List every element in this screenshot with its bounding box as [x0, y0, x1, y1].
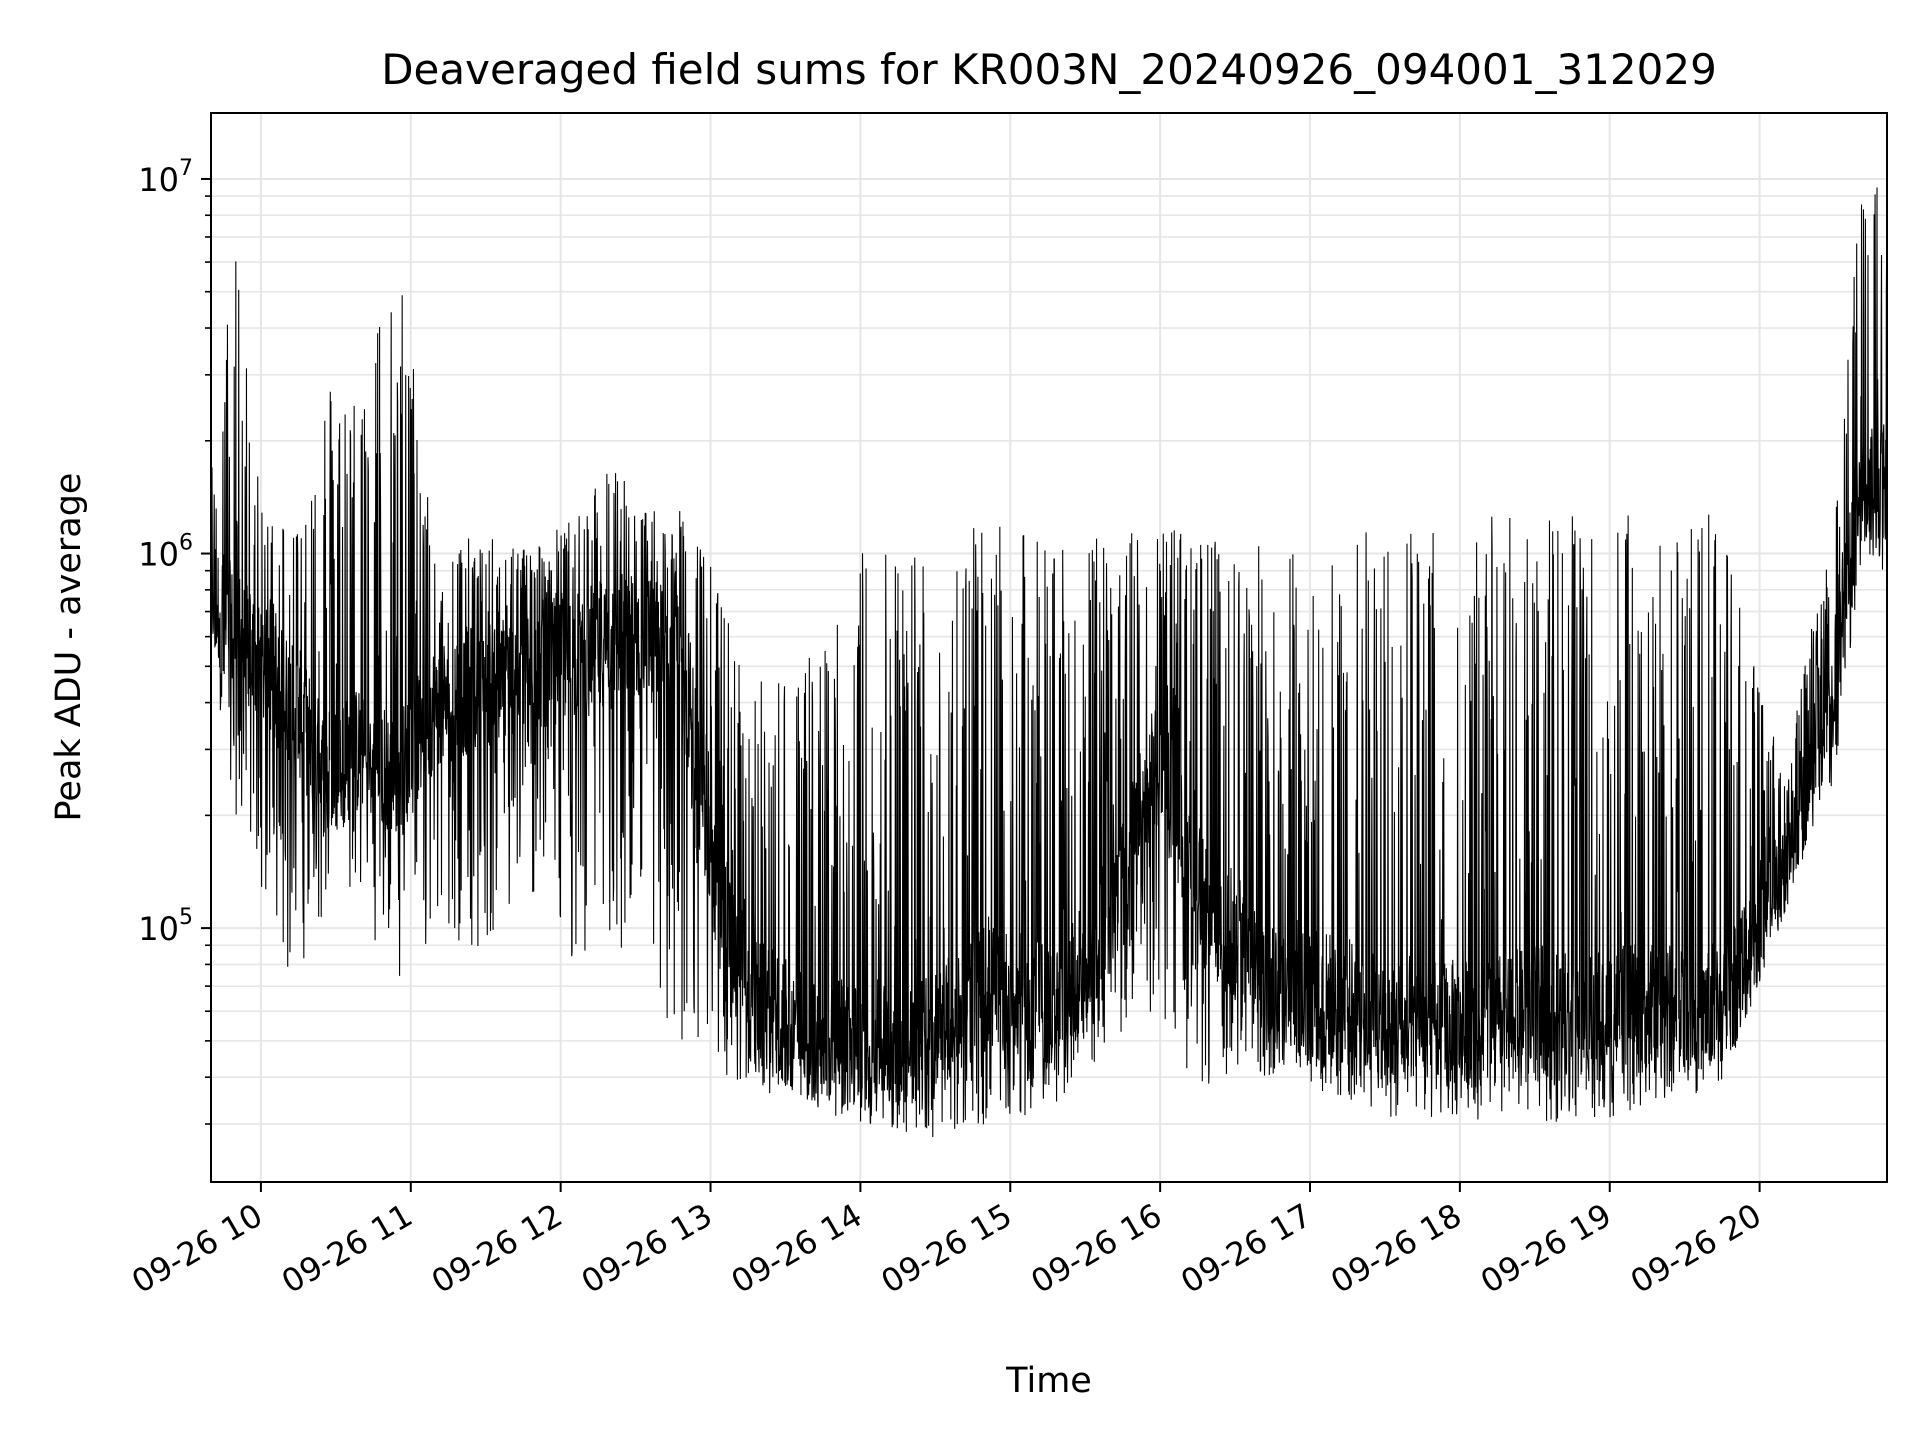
y-tick-label: 107 — [138, 156, 193, 199]
y-tick-label: 105 — [138, 905, 193, 948]
y-tick-label: 106 — [138, 531, 193, 574]
series-line — [211, 187, 1887, 1138]
data-series — [211, 187, 1887, 1138]
y-axis-ticks: 105 106 107 — [138, 156, 211, 1125]
y-axis-title: Peak ADU - average — [49, 473, 89, 822]
plot-frame — [210, 112, 1888, 1183]
x-axis-title: Time — [1005, 1361, 1092, 1401]
chart-title: Deaveraged field sums for KR003N_2024092… — [381, 45, 1717, 94]
